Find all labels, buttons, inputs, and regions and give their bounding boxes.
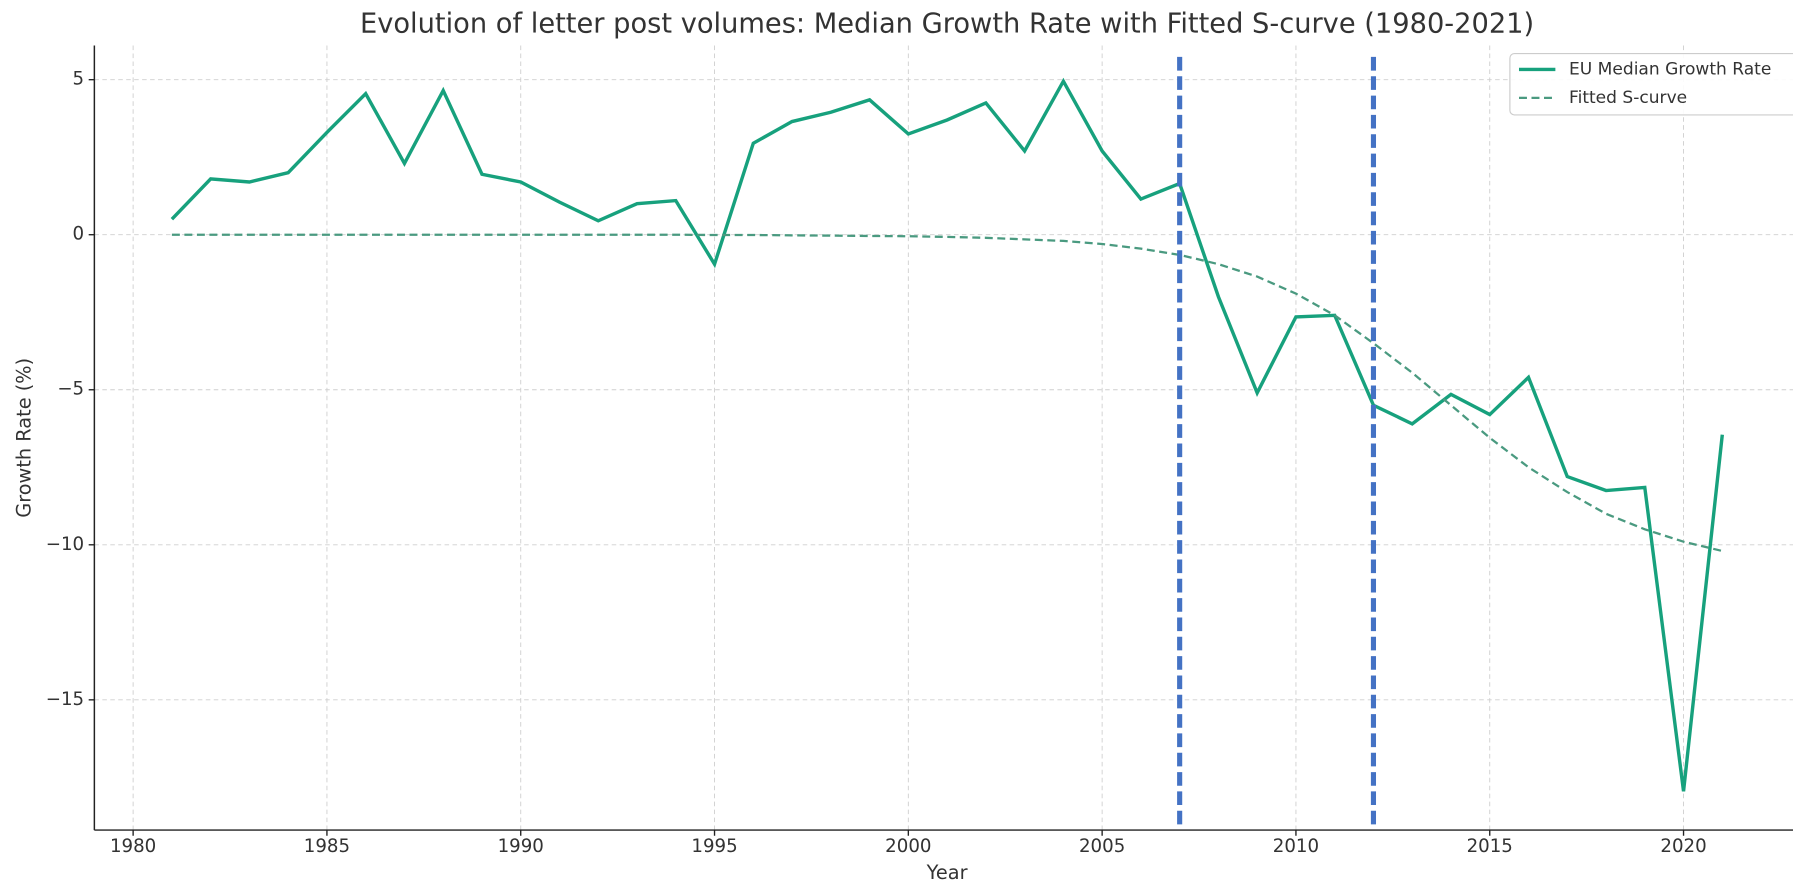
y-tick-label: −5 [57, 379, 84, 400]
x-tick-label: 1980 [110, 836, 156, 857]
series-line [170, 77, 1724, 792]
series-line [171, 233, 1723, 553]
legend-label: Fitted S-curve [1569, 88, 1687, 108]
x-tick-label: 2010 [1273, 836, 1319, 857]
y-axis-label: Growth Rate (%) [13, 358, 36, 518]
y-tick-label: −10 [46, 534, 84, 555]
y-tick-label: −15 [46, 689, 84, 710]
y-tick-label: 5 [73, 69, 85, 90]
y-tick-label: 0 [73, 224, 85, 245]
legend-label: EU Median Growth Rate [1569, 59, 1771, 79]
x-tick-label: 2000 [885, 836, 931, 857]
x-tick-label: 1985 [304, 836, 350, 857]
x-tick-label: 2020 [1660, 836, 1706, 857]
x-tick-label: 2005 [1079, 836, 1125, 857]
chart-title: Evolution of letter post volumes: Median… [360, 9, 1534, 40]
x-tick-label: 1995 [691, 836, 737, 857]
x-axis-label: Year [926, 861, 968, 884]
x-tick-label: 2015 [1467, 836, 1513, 857]
legend-box [1509, 52, 1793, 116]
x-tick-label: 1990 [498, 836, 544, 857]
